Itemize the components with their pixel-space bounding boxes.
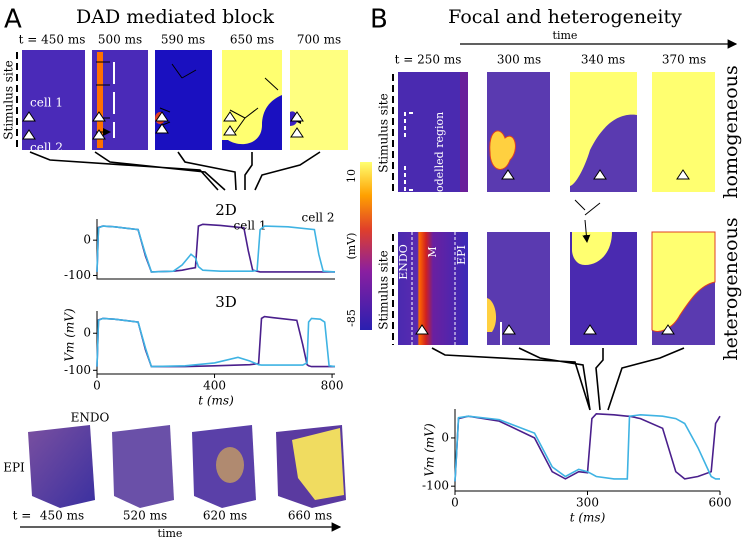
x-tick-label: 400 (203, 379, 226, 393)
volume-time: 450 ms (40, 509, 84, 523)
x-tick-label: 300 (576, 496, 599, 510)
panel-title: Focal and heterogeneity (448, 6, 682, 28)
snapshot-time: 370 ms (662, 53, 706, 67)
x-tick-label: 0 (451, 496, 459, 510)
snapshot-time: 300 ms (497, 53, 541, 67)
series-line (96, 223, 335, 273)
y-tick-label: 0 (441, 430, 449, 444)
volume-label: ENDO (71, 411, 110, 425)
series-line (96, 317, 336, 368)
colorbar-unit: (mV) (345, 233, 358, 260)
snapshot-time: t = 250 ms (395, 53, 462, 67)
stimulus-label: Stimulus site (2, 60, 16, 139)
volume-time: 660 ms (288, 509, 332, 523)
region-label: remodelled region (433, 112, 446, 215)
volume-label: EPI (3, 461, 25, 475)
y-tick-label: -100 (64, 268, 91, 282)
series-line (454, 413, 720, 482)
x-axis-label: t (ms) (570, 511, 606, 525)
time-arrow-label: time (553, 29, 578, 42)
stimulus-label: Stimulus site (377, 250, 391, 329)
snapshots-a (16, 50, 348, 150)
series-line (454, 412, 721, 482)
series-line (96, 315, 335, 368)
y-tick-label: 0 (83, 233, 91, 247)
cell-label: cell 2 (30, 141, 63, 155)
snapshots-b (392, 72, 716, 355)
chart-title: 2D (215, 201, 237, 219)
stimulus-label: Stimulus site (377, 93, 391, 172)
time-arrow-label: time (158, 527, 183, 539)
x-tick-label: 800 (321, 379, 344, 393)
y-axis-label: Vm (mV) (423, 423, 437, 477)
layer-label: EPI (455, 245, 468, 265)
chart-title: 3D (215, 293, 237, 311)
time-prefix: t = (13, 509, 32, 523)
y-axis-label: Vm (mV) (63, 308, 77, 362)
cell-label: cell 1 (30, 96, 63, 110)
snapshot-time: t = 450 ms (19, 33, 86, 47)
axis (96, 219, 335, 280)
connector (431, 347, 685, 411)
colorbar-max: 10 (345, 169, 358, 183)
row-label: homogeneous (720, 65, 742, 198)
snapshot-time: 650 ms (230, 33, 274, 47)
series-line (96, 225, 336, 273)
volumes (20, 425, 346, 532)
colorbar (360, 162, 372, 330)
snapshot-time: 590 ms (161, 33, 205, 47)
snapshot-time: 340 ms (581, 53, 625, 67)
y-tick-label: 0 (83, 326, 91, 340)
layer-label: M (426, 246, 439, 257)
panel-label: B (370, 5, 388, 35)
y-tick-label: -100 (64, 363, 91, 377)
connector (29, 151, 321, 191)
y-tick-label: -100 (422, 479, 449, 493)
layer-label: ENDO (397, 244, 410, 280)
snapshot-time: 500 ms (98, 33, 142, 47)
colorbar-min: -85 (345, 309, 358, 327)
x-tick-label: 600 (709, 496, 732, 510)
series-label: cell 2 (302, 211, 335, 225)
x-axis-label: t (ms) (198, 394, 234, 408)
series-label: cell 1 (234, 219, 267, 233)
row-label: heterogeneous (720, 217, 742, 360)
x-tick-label: 0 (93, 379, 101, 393)
panel-title: DAD mediated block (76, 6, 274, 28)
panel-label: A (4, 5, 22, 35)
volume-time: 520 ms (123, 509, 167, 523)
volume-time: 620 ms (203, 509, 247, 523)
snapshot-time: 700 ms (297, 33, 341, 47)
